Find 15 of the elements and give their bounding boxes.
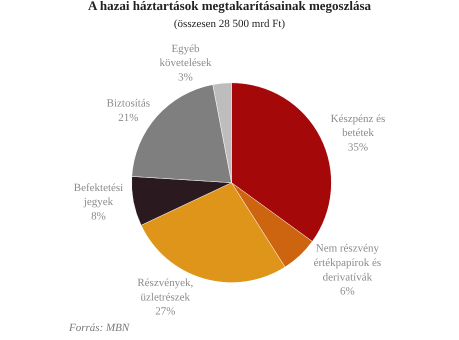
chart-subtitle: (összesen 28 500 mrd Ft) xyxy=(174,18,286,30)
chart-title: A hazai háztartások megtakarításainak megoszlása xyxy=(88,0,372,14)
data-label: 8% xyxy=(91,210,106,222)
text: Forrás: MBN xyxy=(68,322,130,334)
slice-label: Részvények, üzletrészek xyxy=(137,277,194,304)
slice-label: Egyéb követelések xyxy=(160,42,212,70)
slice-label: Készpénz és betétek xyxy=(330,112,386,140)
data-label: 27% xyxy=(155,306,176,318)
slice-label: Biztosítás xyxy=(106,98,150,110)
data-label: 21% xyxy=(118,112,138,124)
data-label: 6% xyxy=(340,286,355,298)
slice-label: Nem részvény értékpapírok és derivatívák xyxy=(314,242,382,284)
slice-label: Befektetési jegyek xyxy=(74,182,124,208)
data-label: 35% xyxy=(348,141,368,154)
data-label: 3% xyxy=(178,71,193,84)
